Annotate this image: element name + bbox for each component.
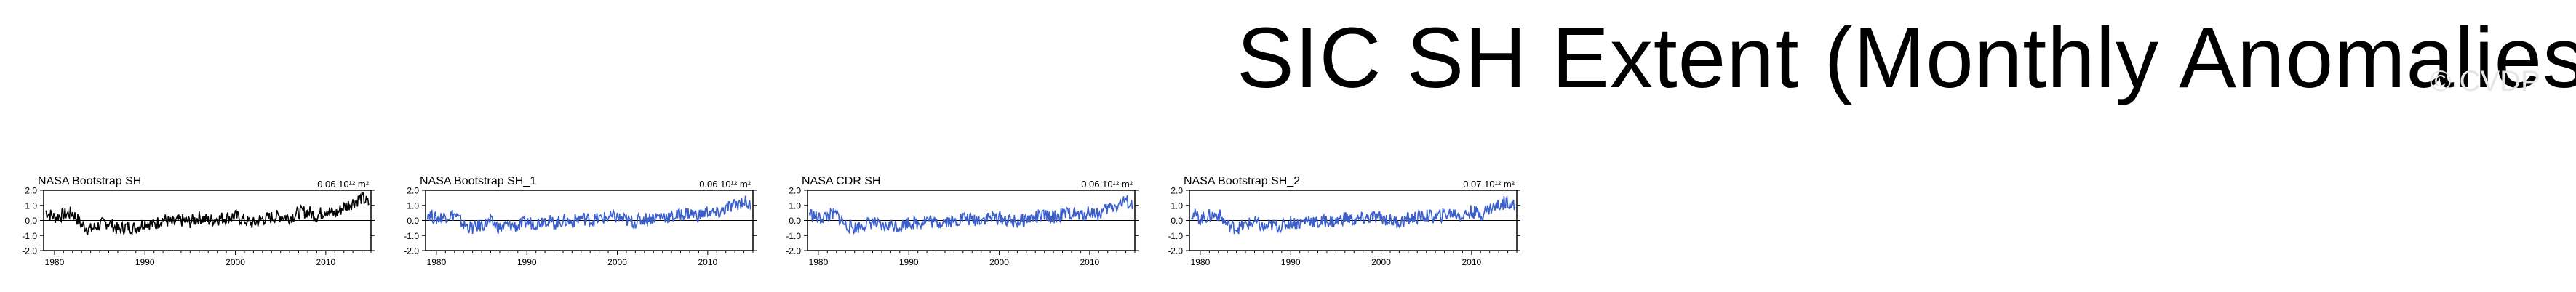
panel-4-ytick-label: 0.0 — [1171, 216, 1183, 226]
watermark: © CVDP — [2430, 65, 2540, 97]
panel-2-ytick-label: 0.0 — [407, 216, 419, 226]
panel-1-xtick-label: 1980 — [45, 257, 65, 267]
panel-2-xtick-label: 2010 — [698, 257, 717, 267]
panel-3-annotation: 0.06 10¹² m² — [1081, 179, 1133, 190]
panel-3-ytick-label: 2.0 — [789, 186, 801, 196]
panel-3-xtick-label: 2010 — [1080, 257, 1099, 267]
panel-3-title: NASA CDR SH — [802, 175, 880, 187]
panel-2-xtick-label: 1990 — [517, 257, 537, 267]
panel-4-ytick-label: -2.0 — [1168, 246, 1183, 256]
panel-1-xtick-label: 2000 — [226, 257, 245, 267]
panel-4-xtick-label: 2000 — [1371, 257, 1391, 267]
panel-4-ytick-label: -1.0 — [1168, 231, 1183, 241]
panel-3-ytick-label: 0.0 — [789, 216, 801, 226]
panel-3-ytick-label: 1.0 — [789, 200, 801, 211]
panel-2-ytick-label: 2.0 — [407, 186, 419, 196]
panel-4-annotation: 0.07 10¹² m² — [1463, 179, 1515, 190]
panel-4-xtick-label: 1990 — [1281, 257, 1301, 267]
panel-2-annotation: 0.06 10¹² m² — [699, 179, 751, 190]
panel-3-xtick-label: 1980 — [809, 257, 829, 267]
panel-2-xtick-label: 1980 — [427, 257, 447, 267]
panel-2-series-line — [426, 195, 752, 234]
panel-4-ytick-label: 2.0 — [1171, 186, 1183, 196]
panel-1-ytick-label: 1.0 — [25, 200, 37, 211]
panel-1-ytick-label: 2.0 — [25, 186, 37, 196]
panel-2-xtick-label: 2000 — [607, 257, 627, 267]
panel-4-title: NASA Bootstrap SH_2 — [1184, 175, 1300, 187]
panel-1-xtick-label: 2010 — [316, 257, 335, 267]
panel-1-series-line — [45, 191, 370, 236]
panel-3-xtick-label: 2000 — [989, 257, 1009, 267]
panel-1-xtick-label: 1990 — [135, 257, 155, 267]
panel-2-ytick-label: -2.0 — [404, 246, 419, 256]
panel-1-title: NASA Bootstrap SH — [38, 175, 141, 187]
page-title: SIC SH Extent (Monthly Anomalies) — [1237, 10, 2576, 106]
panel-2-title: NASA Bootstrap SH_1 — [420, 175, 536, 187]
panel-4-ytick-label: 1.0 — [1171, 200, 1183, 211]
panel-4-xtick-label: 1980 — [1191, 257, 1211, 267]
panel-1-annotation: 0.06 10¹² m² — [317, 179, 369, 190]
panel-1-ytick-label: 0.0 — [25, 216, 37, 226]
panel-4-xtick-label: 2010 — [1462, 257, 1481, 267]
panel-3-ytick-label: -1.0 — [786, 231, 801, 241]
panel-4-series-line — [1190, 195, 1516, 235]
panel-1-ytick-label: -2.0 — [22, 246, 37, 256]
panel-3-xtick-label: 1990 — [899, 257, 919, 267]
panel-1-ytick-label: -1.0 — [22, 231, 37, 241]
panel-2-ytick-label: -1.0 — [404, 231, 419, 241]
panel-3-series-line — [808, 195, 1134, 235]
panel-3-ytick-label: -2.0 — [786, 246, 801, 256]
panel-2-ytick-label: 1.0 — [407, 200, 419, 211]
